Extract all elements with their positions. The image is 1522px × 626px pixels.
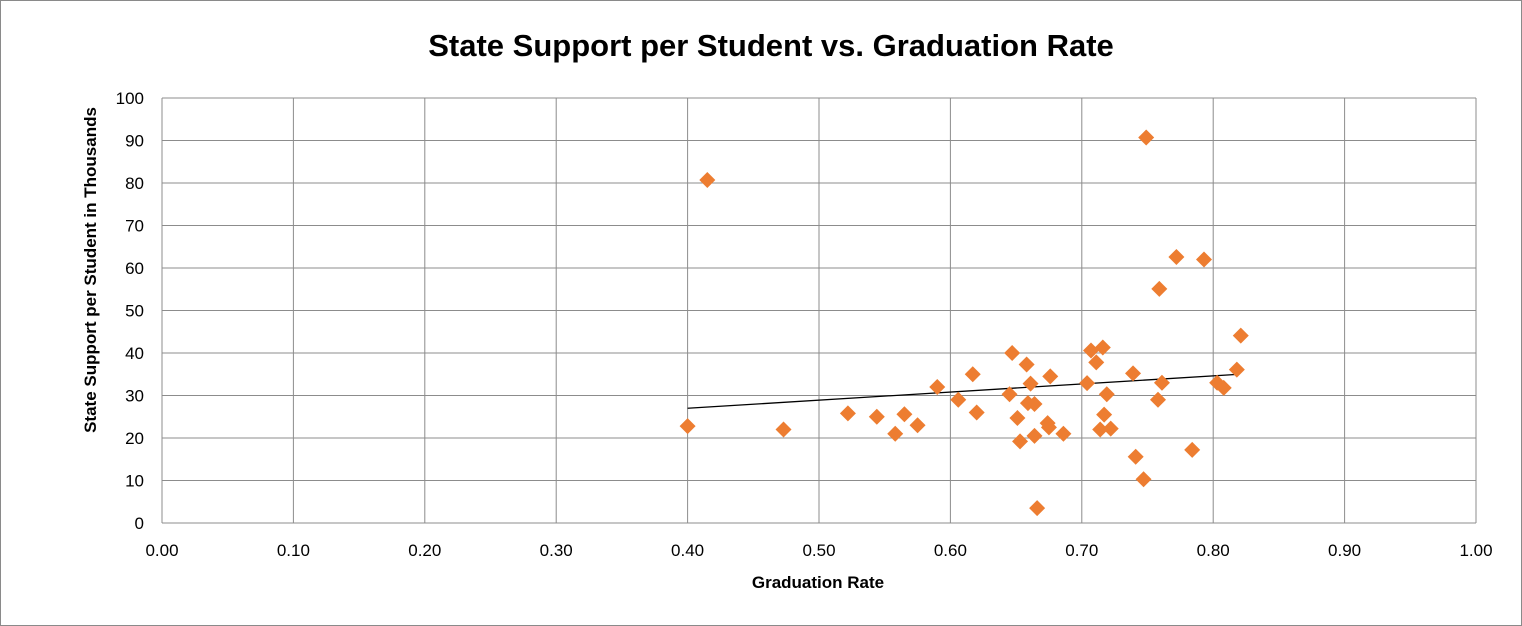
data-point: [950, 391, 967, 408]
data-point: [1215, 379, 1232, 396]
tick-labels: 0.00 0.10 0.20 0.30 0.40 0.50 0.60 0.70 0.80 0.90…: [116, 89, 1493, 560]
x-tick-label: 0.70: [1065, 541, 1098, 560]
x-axis-title: Graduation Rate: [751, 573, 885, 592]
y-tick-label: 50: [125, 302, 144, 321]
data-point: [1001, 386, 1018, 403]
x-tick-label: 0.40: [671, 541, 704, 560]
data-point: [1022, 375, 1039, 392]
data-point: [775, 421, 792, 438]
x-tick-label: 0.30: [540, 541, 573, 560]
y-tick-label: 0: [135, 514, 144, 533]
y-tick-label: 20: [125, 429, 144, 448]
data-point: [1150, 391, 1167, 408]
data-point: [1009, 410, 1026, 427]
x-tick-label: 0.00: [145, 541, 178, 560]
data-point: [1026, 427, 1043, 444]
y-axis-title: State Support per Student in Thousands: [81, 107, 100, 433]
data-point: [1079, 375, 1096, 392]
x-tick-label: 0.90: [1328, 541, 1361, 560]
y-tick-label: 100: [116, 89, 144, 108]
data-point: [839, 405, 856, 422]
data-point: [1004, 345, 1021, 361]
data-point: [968, 404, 985, 421]
y-tick-label: 90: [125, 132, 144, 151]
data-point: [1127, 448, 1144, 465]
data-point: [1092, 421, 1109, 438]
data-point: [1138, 129, 1155, 146]
data-point: [699, 172, 716, 189]
data-point: [1088, 354, 1105, 371]
data-point: [1012, 433, 1029, 450]
x-tick-label: 0.20: [408, 541, 441, 560]
y-tick-label: 30: [125, 387, 144, 406]
x-tick-label: 1.00: [1459, 541, 1492, 560]
data-point: [1151, 280, 1168, 297]
x-tick-label: 0.60: [934, 541, 967, 560]
data-point: [1125, 365, 1142, 382]
data-point: [1232, 327, 1249, 344]
data-point: [1040, 419, 1057, 436]
data-point: [929, 379, 946, 395]
data-point: [887, 425, 904, 442]
trendline: [687, 373, 1240, 409]
data-point: [1029, 500, 1046, 517]
data-point: [1042, 368, 1059, 385]
data-point: [1082, 342, 1099, 359]
y-tick-label: 10: [125, 472, 144, 491]
trendline-group: [687, 373, 1240, 409]
data-point: [1184, 441, 1201, 458]
data-point: [1098, 386, 1115, 403]
data-point: [964, 366, 981, 383]
data-point: [1018, 356, 1035, 373]
x-tick-label: 0.50: [802, 541, 835, 560]
data-point: [868, 408, 885, 425]
data-points: [679, 129, 1249, 517]
data-point: [1168, 248, 1185, 265]
data-point: [909, 417, 926, 434]
data-point: [679, 418, 696, 435]
gridlines: [161, 97, 1477, 524]
data-point: [1055, 425, 1072, 442]
y-tick-label: 80: [125, 174, 144, 193]
data-point: [1228, 361, 1245, 378]
x-tick-label: 0.10: [277, 541, 310, 560]
y-tick-label: 70: [125, 217, 144, 236]
y-tick-label: 40: [125, 344, 144, 363]
chart-title: State Support per Student vs. Graduation…: [428, 28, 1114, 63]
data-point: [1135, 471, 1152, 488]
y-tick-label: 60: [125, 259, 144, 278]
data-point: [1096, 406, 1113, 423]
x-tick-label: 0.80: [1197, 541, 1230, 560]
data-point: [1094, 339, 1111, 356]
data-point: [1153, 374, 1170, 391]
data-point: [896, 406, 913, 423]
data-point: [1102, 420, 1119, 437]
data-point: [1026, 396, 1043, 412]
data-point: [1196, 251, 1213, 268]
